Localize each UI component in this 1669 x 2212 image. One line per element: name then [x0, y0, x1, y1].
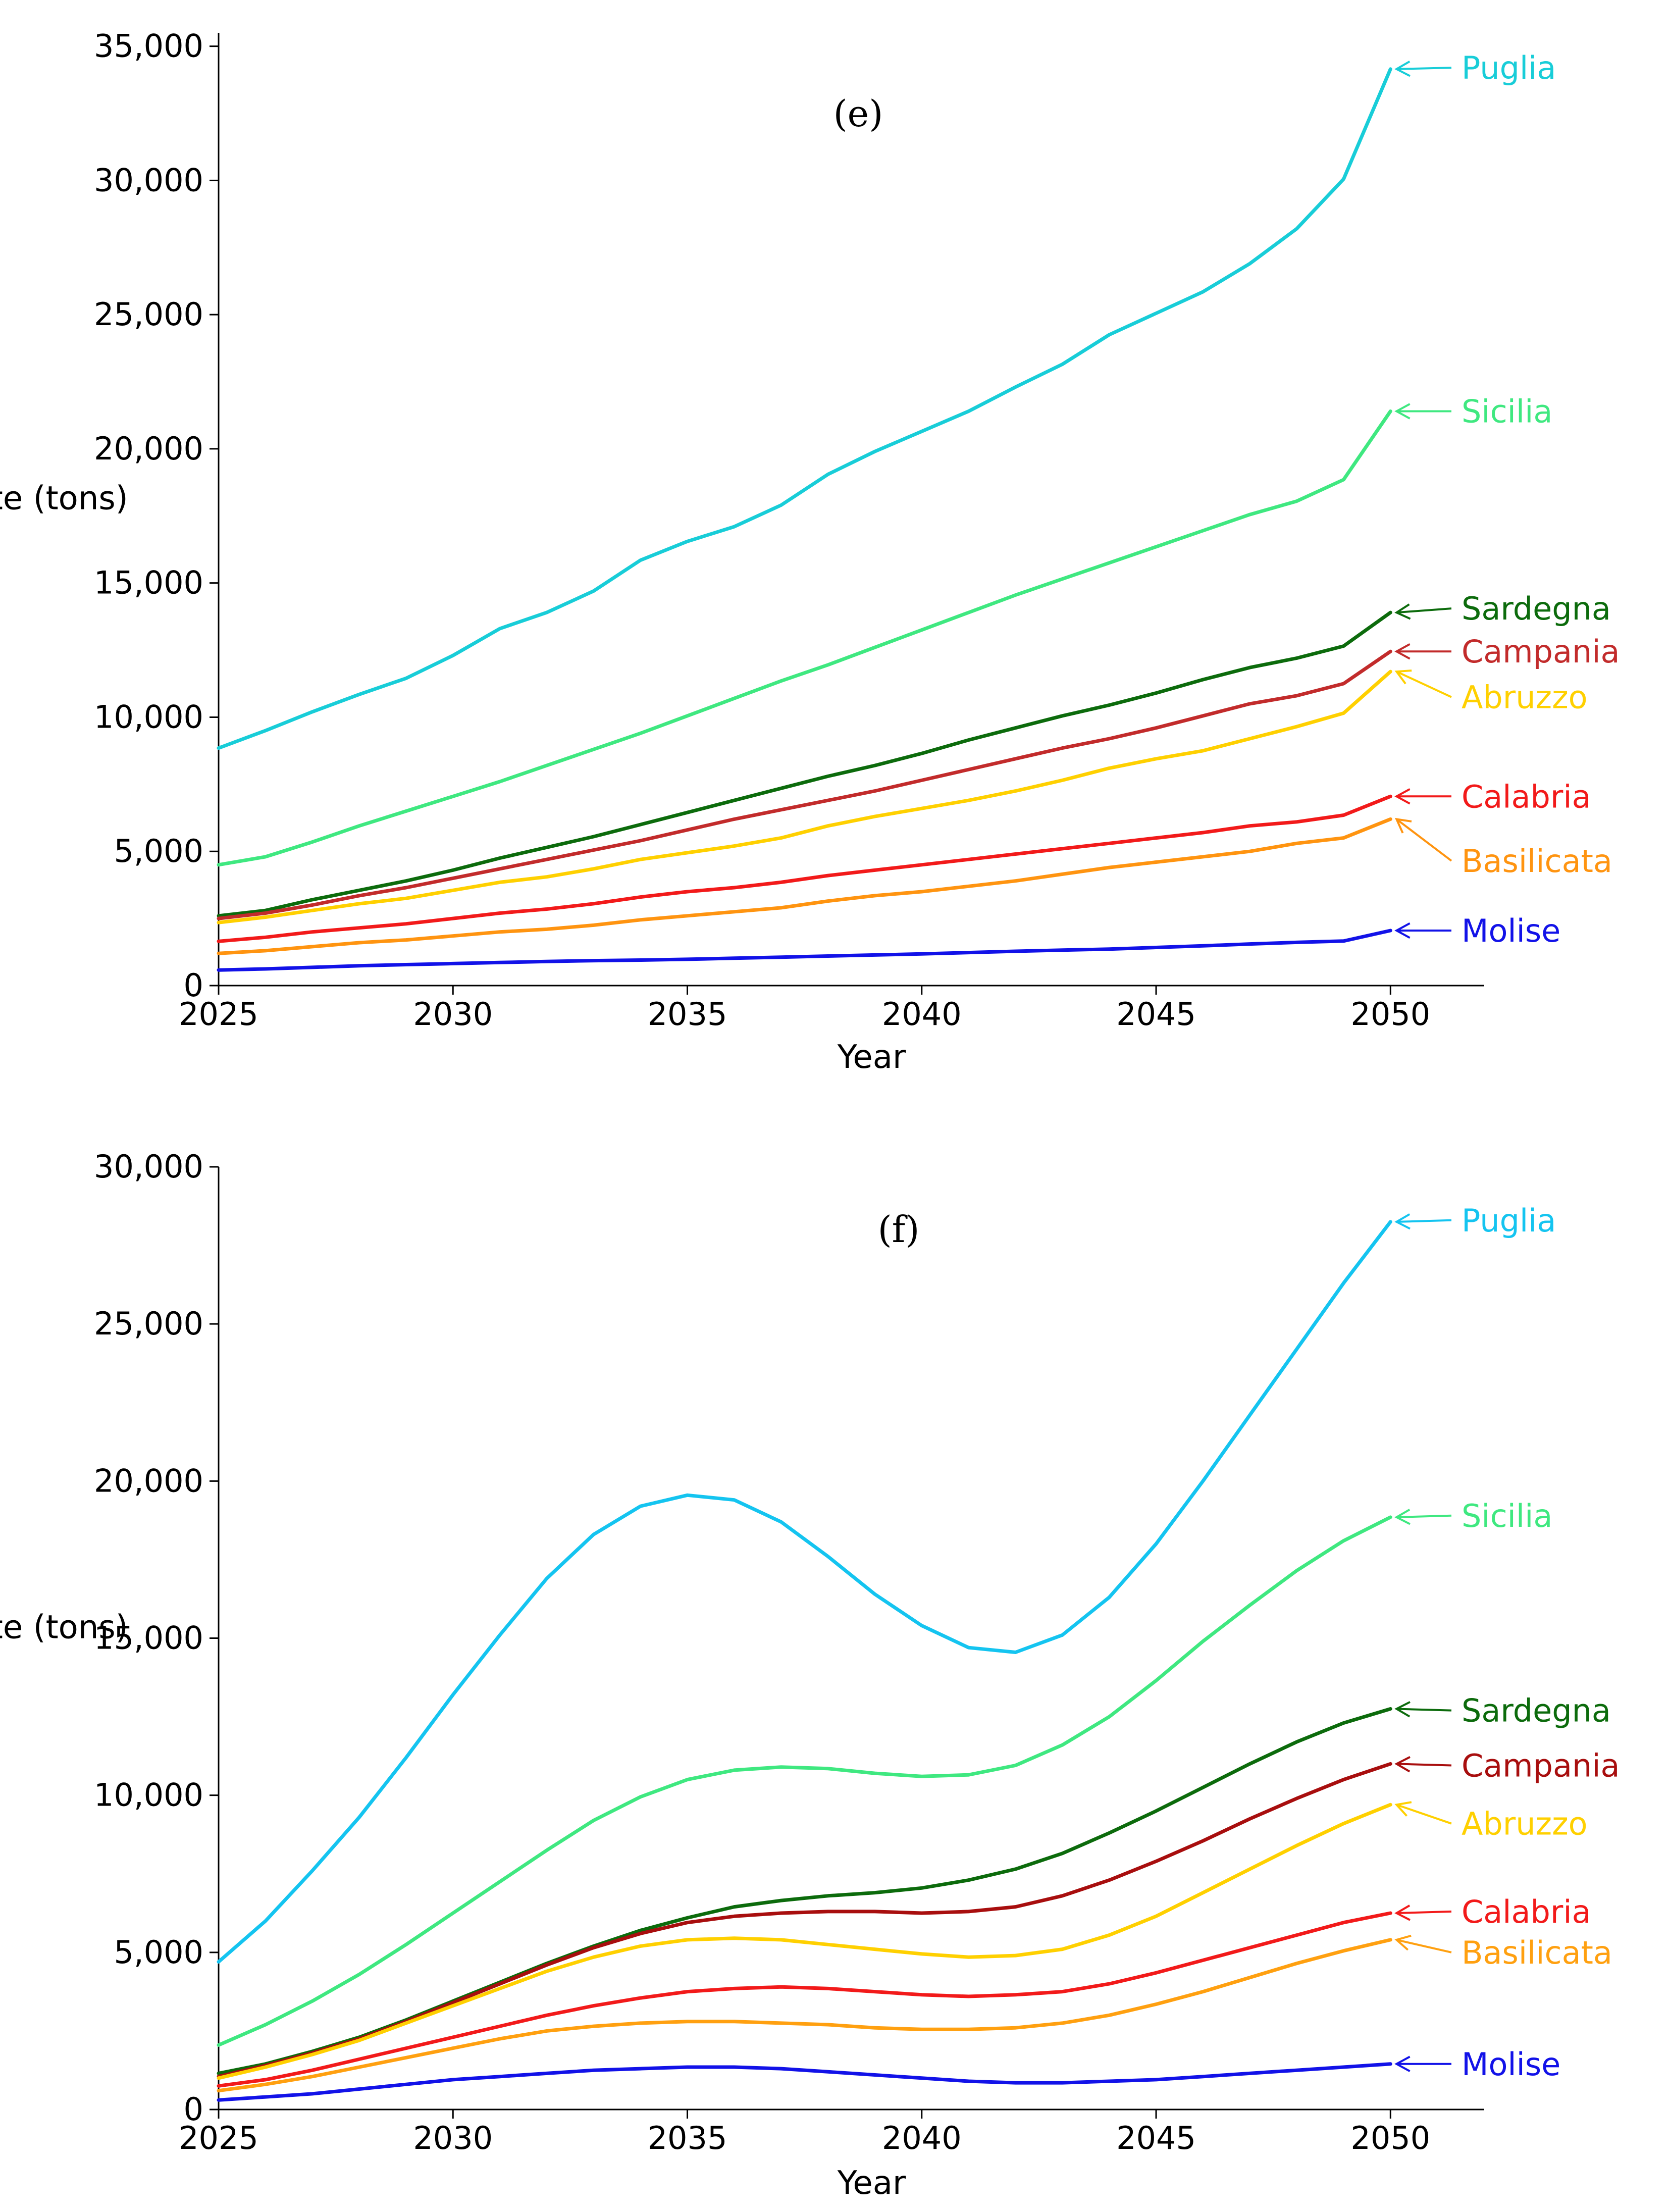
- series-line-basilicata: [217, 817, 1392, 955]
- series-label-campania: Campania: [1462, 633, 1620, 670]
- series-line-puglia: [217, 1220, 1392, 1964]
- arrow-campania: [1394, 643, 1451, 660]
- series-line-basilicata: [217, 1938, 1392, 2093]
- x-tick-label: 2025: [179, 2120, 258, 2156]
- series-label-puglia: Puglia: [1462, 1202, 1556, 1239]
- panel-label: (e): [833, 92, 883, 135]
- arrow-molise: [1394, 922, 1451, 939]
- series-label-sicilia: Sicilia: [1462, 393, 1552, 430]
- panel-label: (f): [878, 1208, 920, 1251]
- arrow-puglia: [1394, 60, 1452, 77]
- arrow-sicilia: [1394, 403, 1451, 420]
- y-axis-title: PV Waste (tons): [0, 1609, 128, 1647]
- chart-panel-e: 0 5,000 10,000 15,000 20,000 25,000 30,000 35,0…: [0, 28, 1620, 1076]
- series-line-puglia: [217, 67, 1392, 750]
- y-tick-label: 5,000: [114, 833, 204, 869]
- series-label-basilicata: Basilicata: [1462, 843, 1612, 880]
- x-tick-label: 2025: [179, 996, 258, 1033]
- x-axis-title: Year: [837, 1039, 906, 1076]
- series-line-sicilia: [217, 1515, 1392, 2047]
- x-tick-label: 2040: [882, 996, 962, 1033]
- x-tick-label: 2030: [413, 996, 493, 1033]
- y-tick-label: 10,000: [94, 1777, 203, 1814]
- series-line-sicilia: [217, 409, 1392, 867]
- y-tick-label: 20,000: [94, 1462, 203, 1499]
- series-line-molise: [217, 2062, 1392, 2102]
- x-tick-label: 2035: [648, 2120, 727, 2156]
- y-axis-title: PV Waste (tons): [0, 480, 128, 518]
- arrow-basilicata: [1394, 1934, 1452, 1953]
- arrow-campania: [1394, 1756, 1452, 1773]
- y-tick-label: 15,000: [94, 1620, 203, 1657]
- y-tick-label: 0: [184, 2091, 203, 2128]
- arrow-sicilia: [1394, 1509, 1452, 1525]
- series-label-calabria: Calabria: [1462, 778, 1591, 815]
- x-tick-label: 2045: [1116, 996, 1196, 1033]
- x-tick-label: 2030: [413, 2120, 493, 2156]
- series-line-sardegna: [217, 610, 1392, 918]
- y-tick-label: 30,000: [94, 162, 203, 198]
- series-label-molise: Molise: [1462, 912, 1560, 949]
- arrow-puglia: [1394, 1213, 1452, 1230]
- x-tick-label: 2035: [648, 996, 727, 1033]
- series-label-abruzzo: Abruzzo: [1462, 679, 1588, 716]
- y-tick-label: 25,000: [94, 1305, 203, 1342]
- arrow-sardegna: [1394, 1701, 1452, 1718]
- y-tick-label: 10,000: [94, 698, 203, 735]
- series-line-abruzzo: [217, 670, 1392, 924]
- x-tick-label: 2040: [882, 2120, 962, 2156]
- y-tick-label: 35,000: [94, 28, 203, 65]
- series-line-campania: [217, 649, 1392, 920]
- series-label-sicilia: Sicilia: [1462, 1498, 1552, 1534]
- y-tick-label: 30,000: [94, 1148, 203, 1185]
- series-line-calabria: [217, 794, 1392, 943]
- arrow-abruzzo: [1394, 1801, 1452, 1825]
- series-label-sardegna: Sardegna: [1462, 1692, 1611, 1729]
- series-line-calabria: [217, 1911, 1392, 2088]
- series-label-campania: Campania: [1462, 1747, 1620, 1784]
- series-line-abruzzo: [217, 1803, 1392, 2080]
- y-tick-label: 25,000: [94, 296, 203, 333]
- arrow-calabria: [1394, 788, 1451, 805]
- series-label-abruzzo: Abruzzo: [1462, 1806, 1588, 1842]
- y-tick-label: 0: [184, 967, 203, 1004]
- x-tick-label: 2050: [1350, 996, 1430, 1033]
- series-line-campania: [217, 1762, 1392, 2079]
- arrow-sardegna: [1394, 603, 1452, 620]
- series-label-sardegna: Sardegna: [1462, 590, 1611, 627]
- series-label-molise: Molise: [1462, 2046, 1560, 2083]
- x-axis-title: Year: [837, 2165, 906, 2202]
- arrow-calabria: [1394, 1905, 1452, 1921]
- series-label-basilicata: Basilicata: [1462, 1934, 1612, 1971]
- series-line-molise: [217, 929, 1392, 972]
- series-line-sardegna: [217, 1707, 1392, 2075]
- y-tick-label: 20,000: [94, 430, 203, 467]
- x-tick-label: 2045: [1116, 2120, 1196, 2156]
- x-tick-label: 2050: [1350, 2120, 1430, 2156]
- arrow-molise: [1394, 2055, 1451, 2072]
- y-tick-label: 5,000: [114, 1934, 204, 1971]
- y-tick-label: 15,000: [94, 564, 203, 601]
- series-label-calabria: Calabria: [1462, 1893, 1591, 1930]
- arrow-basilicata: [1394, 817, 1452, 862]
- chart-panel-f: 0 5,000 10,000 15,000 20,000 25,000 30,000 2025…: [0, 1148, 1620, 2202]
- arrow-abruzzo: [1394, 670, 1452, 698]
- series-label-puglia: Puglia: [1462, 49, 1556, 86]
